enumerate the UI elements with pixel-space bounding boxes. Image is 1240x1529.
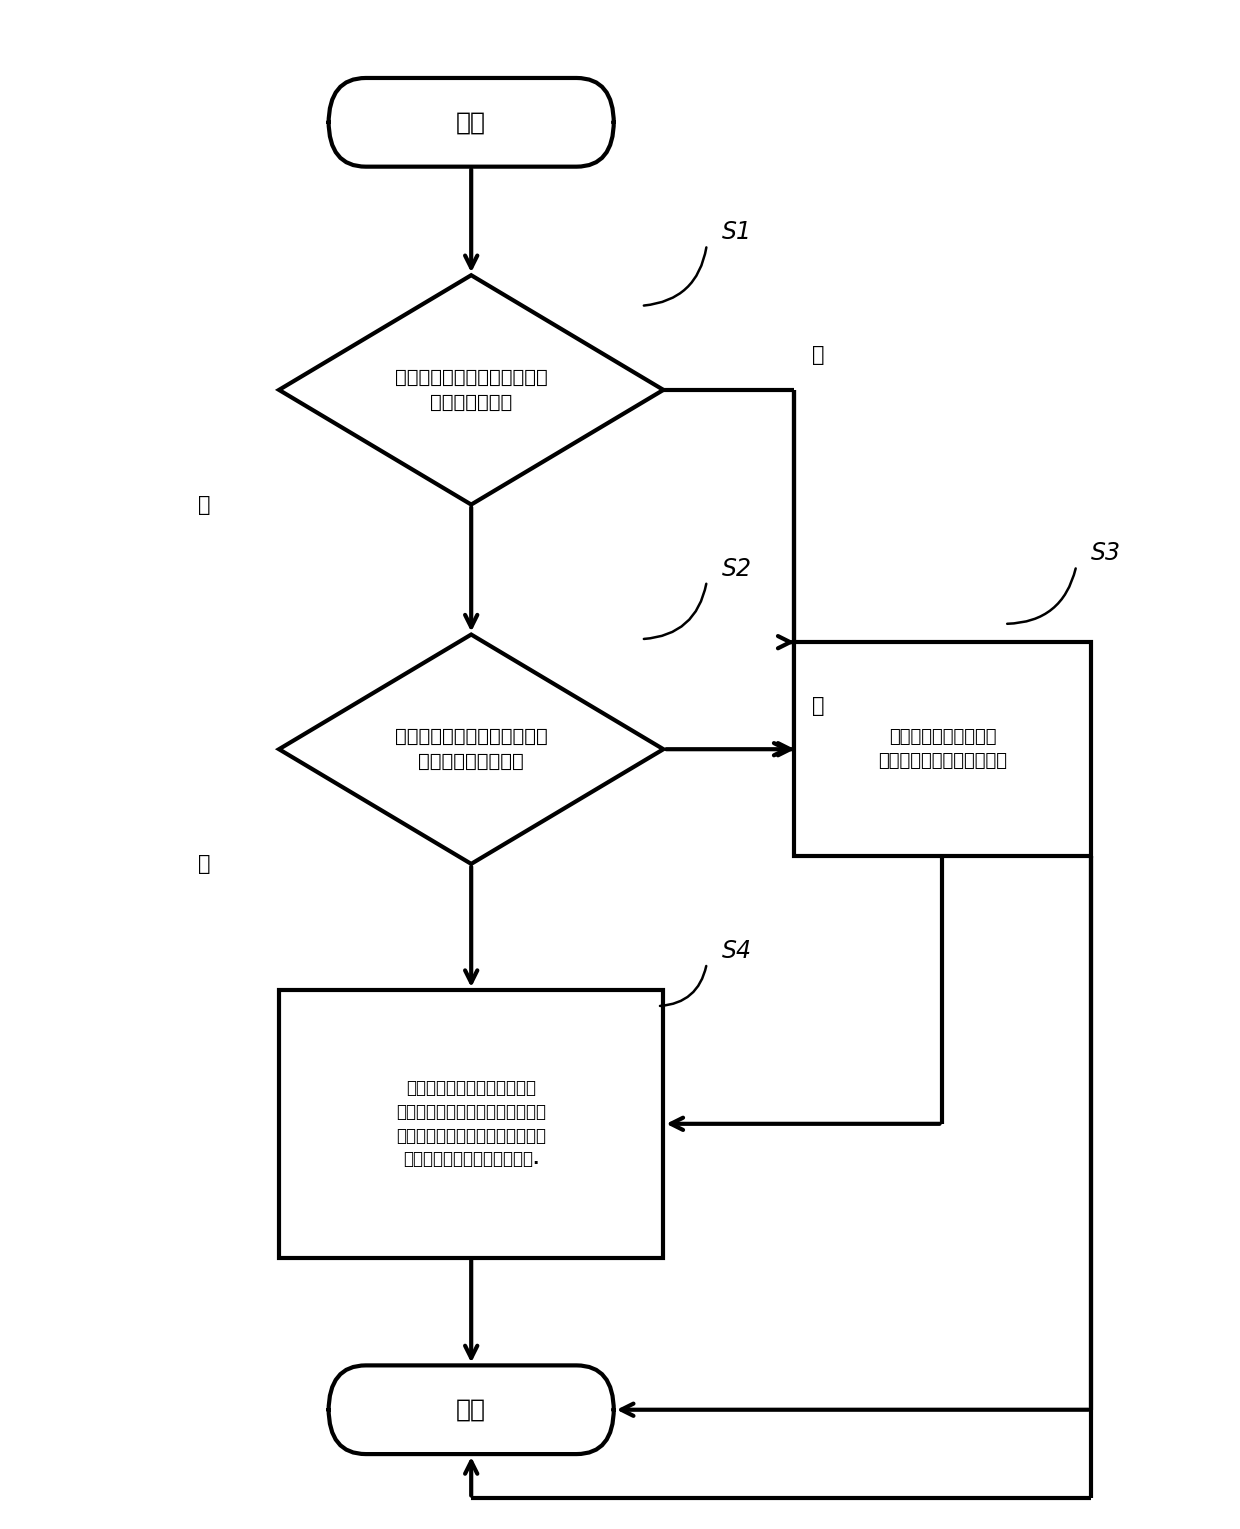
Text: 否: 否	[198, 494, 211, 515]
Text: 是: 是	[812, 696, 825, 717]
Text: 是: 是	[812, 344, 825, 365]
Text: S2: S2	[722, 557, 751, 581]
Polygon shape	[279, 275, 663, 505]
Text: 否: 否	[198, 853, 211, 875]
Bar	[794, 642, 1091, 856]
Text: 判断簇转货架是否存在未完成
的补货入库作业: 判断簇转货架是否存在未完成 的补货入库作业	[394, 368, 548, 411]
Polygon shape	[279, 635, 663, 864]
Text: 已分配订单的商品数量是否大
于簇转货架库存数量: 已分配订单的商品数量是否大 于簇转货架库存数量	[394, 728, 548, 771]
FancyBboxPatch shape	[329, 1365, 614, 1454]
FancyBboxPatch shape	[329, 78, 614, 167]
Text: 结束: 结束	[456, 1398, 486, 1422]
Text: S3: S3	[1091, 541, 1121, 566]
Text: 系统比较簇转货架库存和订单
商品数量确认缺货商品数量，然后
结合料箱库的库存情况，生成料箱
库至簇转货架的补货入库作业.: 系统比较簇转货架库存和订单 商品数量确认缺货商品数量，然后 结合料箱库的库存情况…	[397, 1079, 546, 1168]
Text: 开始: 开始	[456, 110, 486, 135]
Bar	[279, 991, 663, 1257]
Text: 系统将符合库存要求的
订单生成簇转货架拣选作业: 系统将符合库存要求的 订单生成簇转货架拣选作业	[878, 728, 1007, 771]
Text: S4: S4	[722, 939, 751, 963]
Text: S1: S1	[722, 220, 751, 245]
